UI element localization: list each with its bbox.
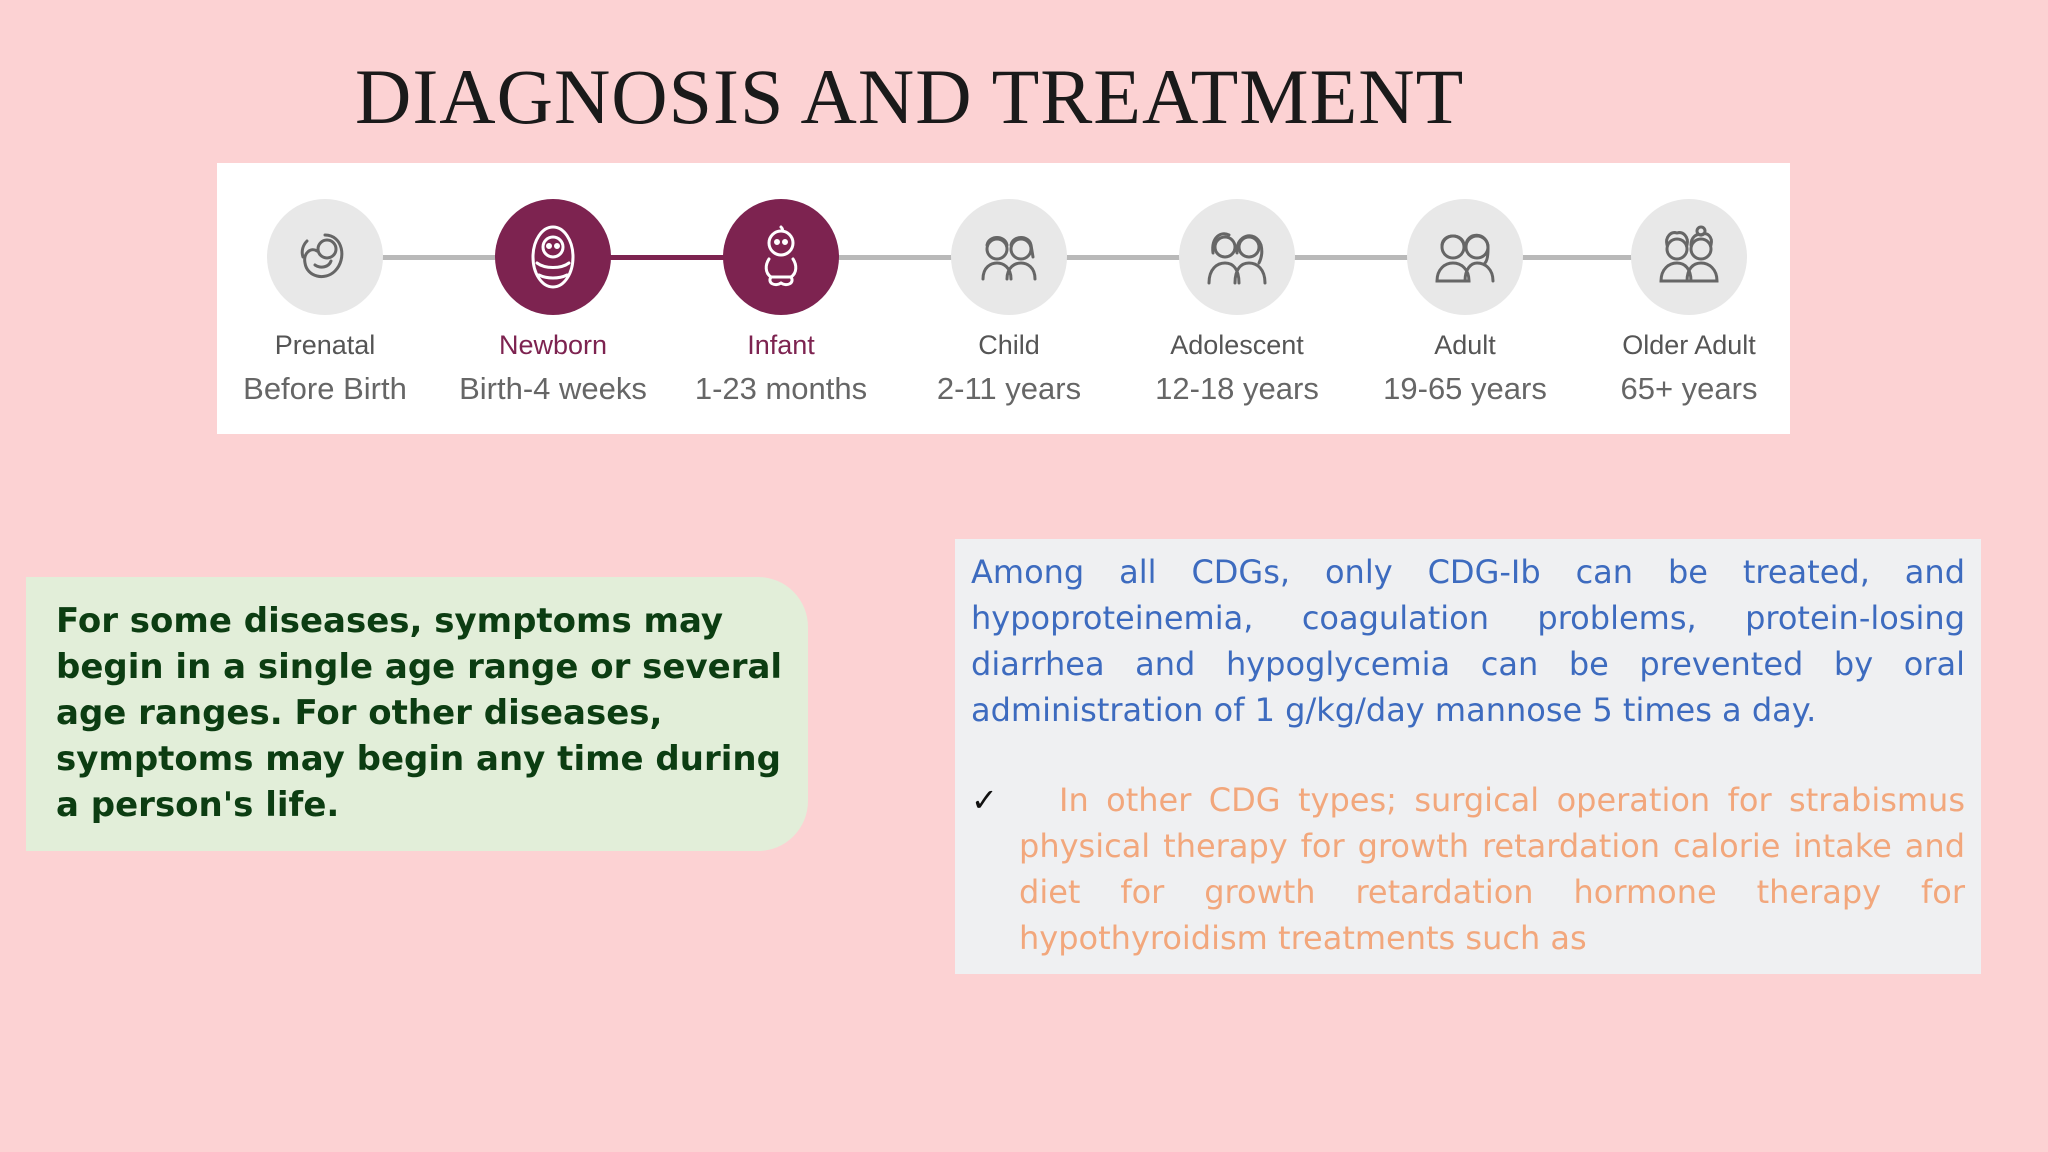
stage-circle [495,199,611,315]
older-adults-icon [1659,225,1719,283]
stage-name: Adult [1434,330,1496,360]
symptom-onset-text: For some diseases, symptoms may begin in… [56,601,783,825]
treatment-bullet: ✓ In other CDG types; surgical operation… [971,777,1965,961]
stage-circle [1179,199,1295,315]
age-range-timeline: Prenatal Before Birth Newborn Birth-4 we… [217,163,1790,434]
stage-name: Adolescent [1170,330,1304,360]
stage-range: 1-23 months [694,371,868,406]
stage-circle [723,199,839,315]
stage-circle [951,199,1067,315]
connector-line [325,255,553,260]
stage-name: Newborn [498,330,608,360]
stage-range: 2-11 years [936,371,1082,406]
stage-circle [267,199,383,315]
stage-circle [1631,199,1747,315]
stage-range: Before Birth [243,371,407,406]
infant-icon [764,225,798,287]
treatment-bullet-text: In other CDG types; surgical operation f… [1019,781,1965,957]
symptom-onset-note: For some diseases, symptoms may begin in… [26,577,808,851]
connector-line [553,255,781,260]
treatment-panel: Among all CDGs, only CDG-Ib can be treat… [955,539,1981,974]
swaddled-baby-icon [531,225,575,289]
stage-circle [1407,199,1523,315]
stage-range: Birth-4 weeks [459,371,647,406]
stage-range: 12-18 years [1155,371,1319,406]
stage-name: Infant [747,330,815,360]
adolescents-icon [1207,232,1267,285]
page-title: DIAGNOSIS AND TREATMENT [355,53,1465,140]
stage-name: Child [978,330,1040,360]
adults-icon [1435,233,1495,283]
stage-range: 65+ years [1620,371,1758,406]
stage-name: Older Adult [1622,330,1756,360]
fetus-icon [300,233,344,279]
stage-name: Prenatal [274,330,376,360]
treatment-paragraph: Among all CDGs, only CDG-Ib can be treat… [971,553,1965,729]
checkmark-icon: ✓ [971,781,998,819]
children-icon [981,236,1037,281]
stage-range: 19-65 years [1383,371,1547,406]
